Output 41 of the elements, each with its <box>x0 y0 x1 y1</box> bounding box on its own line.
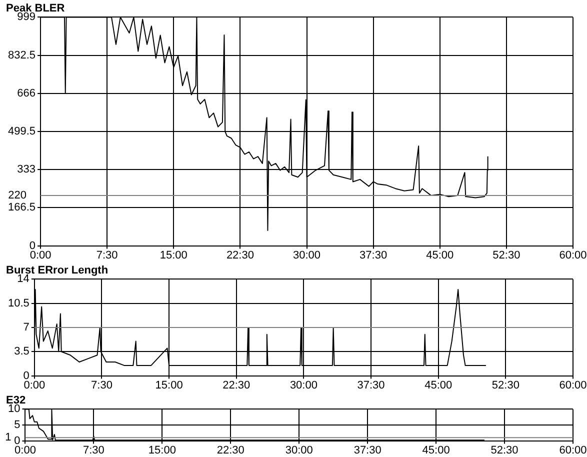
y-tick-label: 3.5 <box>14 346 30 358</box>
x-tick-label: 7:30 <box>91 379 112 392</box>
x-tick-label: 15:00 <box>160 249 188 262</box>
x-tick-label: 37:30 <box>360 249 388 262</box>
x-tick-label: 0:00 <box>24 379 46 392</box>
x-tick-label: 0:00 <box>14 444 36 456</box>
x-tick-label: 15:00 <box>155 379 183 392</box>
x-tick-label: 60:00 <box>559 444 587 456</box>
x-tick-label: 30:00 <box>290 379 318 392</box>
x-tick-label: 45:00 <box>426 249 454 262</box>
x-tick-label: 60:00 <box>559 379 587 392</box>
y-tick-label: 10.5 <box>8 297 30 310</box>
x-tick-label: 37:30 <box>357 379 385 392</box>
x-tick-label: 7:30 <box>82 444 104 456</box>
x-tick-label: 52:30 <box>492 249 520 262</box>
y-tick-label: 333 <box>17 164 36 176</box>
y-tick-label: 5 <box>14 419 20 432</box>
y-tick-label: 166.5 <box>8 202 36 214</box>
x-tick-label: 22:30 <box>222 379 250 392</box>
x-tick-label: 30:00 <box>293 249 321 262</box>
y-tick-label: 0 <box>14 434 20 447</box>
x-tick-label: 45:00 <box>424 379 452 392</box>
y-tick-label: 499.5 <box>8 126 36 138</box>
ref-line-label: 220 <box>8 189 27 202</box>
x-tick-label: 52:30 <box>492 379 520 392</box>
y-tick-label: 666 <box>17 87 36 100</box>
y-tick-label: 0 <box>29 240 36 252</box>
x-tick-label: 15:00 <box>148 444 176 456</box>
x-tick-label: 37:30 <box>354 444 382 456</box>
x-tick-label: 60:00 <box>559 249 587 262</box>
x-tick-label: 0:00 <box>30 249 52 262</box>
x-tick-label: 7:30 <box>96 249 118 262</box>
y-tick-label: 832.5 <box>8 49 36 62</box>
x-tick-label: 52:30 <box>490 444 518 456</box>
y-tick-label: 0 <box>23 370 30 382</box>
x-tick-label: 22:30 <box>226 249 254 262</box>
x-tick-label: 30:00 <box>285 444 313 456</box>
y-tick-label: 7 <box>23 322 30 334</box>
x-tick-label: 22:30 <box>216 444 244 456</box>
ref-line-label: 1 <box>5 432 12 444</box>
x-tick-label: 45:00 <box>422 444 450 456</box>
